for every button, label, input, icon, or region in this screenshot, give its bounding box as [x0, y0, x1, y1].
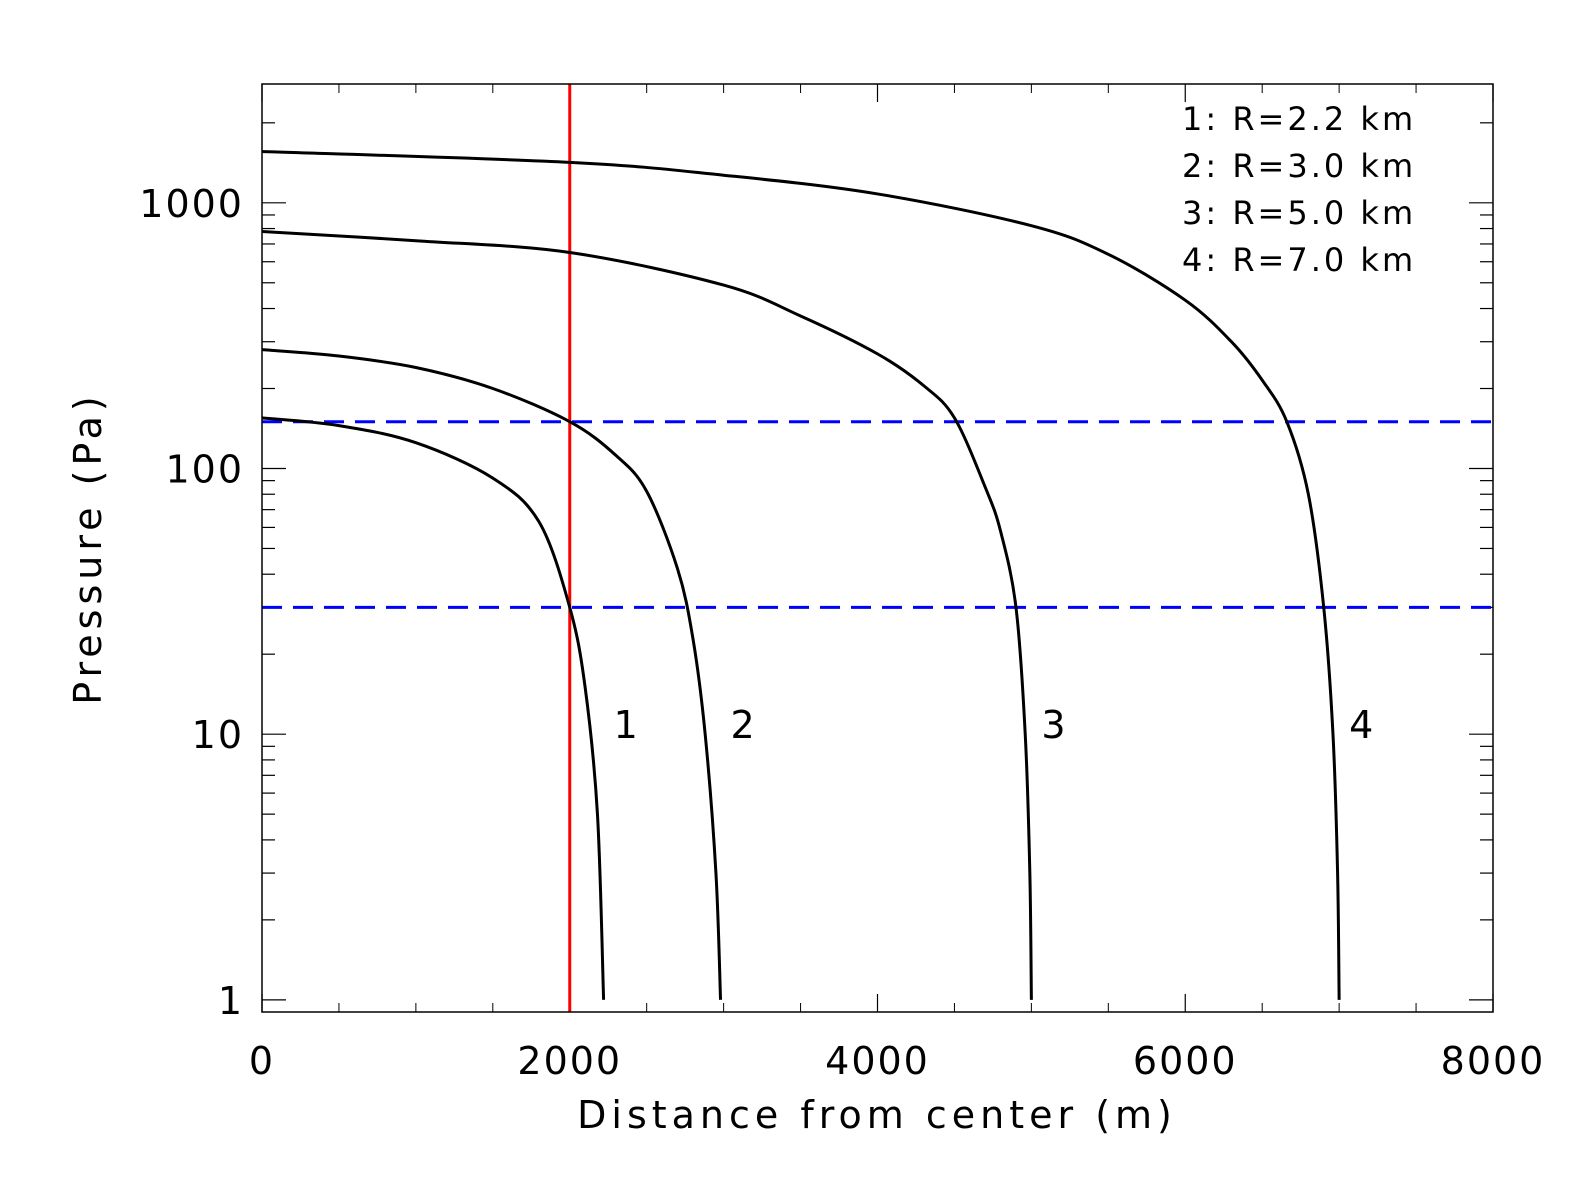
curve-label-4: 4: [1349, 703, 1373, 747]
series-line-3: [261, 229, 1033, 1000]
y-axis-label: Pressure (Pa): [66, 391, 110, 704]
y-tick-label: 10: [192, 713, 244, 757]
y-tick-label: 100: [165, 447, 244, 491]
legend: 1: R=2.2 km 2: R=3.0 km 3: R=5.0 km 4: R…: [1182, 100, 1416, 279]
series-line-1: [261, 416, 606, 1000]
axis-ticks: [261, 84, 1494, 1012]
curve-labels: 1 2 3 4: [614, 703, 1374, 747]
x-tick-label: 8000: [1441, 1039, 1546, 1083]
legend-entry-3: 3: R=5.0 km: [1182, 194, 1416, 232]
y-tick-label: 1: [218, 979, 244, 1023]
x-tick-label: 2000: [517, 1039, 622, 1083]
x-axis-label: Distance from center (m): [577, 1093, 1177, 1137]
series-line-2: [261, 348, 723, 1000]
x-tick-labels: 0 2000 4000 6000 8000: [249, 1039, 1546, 1083]
series-lines: [261, 149, 1341, 1000]
x-tick-label: 4000: [825, 1039, 930, 1083]
legend-entry-2: 2: R=3.0 km: [1182, 147, 1416, 185]
curve-label-1: 1: [614, 703, 638, 747]
series-line-4: [261, 149, 1341, 1000]
y-tick-label: 1000: [139, 182, 244, 226]
curve-label-3: 3: [1041, 703, 1065, 747]
plot-frame: [261, 83, 1494, 1013]
y-tick-labels: 1 10 100 1000: [139, 182, 244, 1023]
legend-entry-4: 4: R=7.0 km: [1182, 241, 1416, 279]
x-tick-label: 6000: [1133, 1039, 1238, 1083]
curve-label-2: 2: [731, 703, 755, 747]
x-tick-label: 0: [249, 1039, 275, 1083]
legend-entry-1: 1: R=2.2 km: [1182, 100, 1416, 138]
